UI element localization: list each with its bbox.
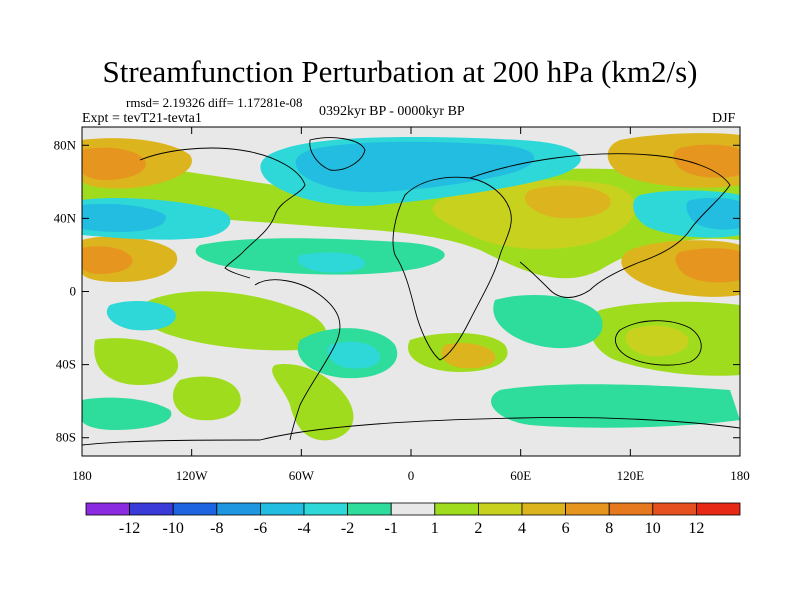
colorbar-label: -1 [385,520,398,537]
colorbar-label: -10 [163,520,184,537]
period-label: 0392kyr BP - 0000kyr BP [319,104,465,119]
contour-region-cyan-south-america-low [327,341,381,369]
contour-region-yellow-australia [625,325,689,357]
contour-region-orange-north-pacific [82,147,146,180]
coastline-north-america [139,147,306,279]
contour-region-yellow-eurasia-core [524,185,611,219]
colorbar-swatch [652,502,697,516]
x-tick-label: 0 [408,468,415,483]
colorbar-labels: -12 -10 -8 -6 -4 -2 -1 1 2 4 6 8 10 12 [119,520,704,537]
coastlines [82,137,740,446]
contour-region-blue-north-pacific [82,203,166,232]
season-label: DJF [712,111,736,126]
colorbar-label: 6 [562,520,570,537]
colorbar-label: 4 [518,520,526,537]
x-tick-label: 180 [72,468,92,483]
colorbar-swatch [216,502,261,516]
y-axis: 80N 40N 0 40S 80S [54,137,740,445]
colorbar-label: -12 [119,520,140,537]
coastline-greenland [309,137,366,171]
colorbar-swatch [434,502,479,516]
coastline-antarctica [259,417,740,441]
contour-region-orange-arctic-east [673,144,740,178]
colorbar-label: 8 [605,520,613,537]
contour-region-blue-northwest-pacific [686,197,740,230]
experiment-label: Expt = tevT21-tevta1 [82,111,202,126]
colorbar-label: -6 [254,520,267,537]
colorbar-swatch [259,502,305,516]
colorbar-swatch [565,502,610,516]
y-tick-label: 80S [56,430,76,445]
colorbar-swatch [172,502,218,516]
colorbar-swatch [608,502,654,516]
colorbar-label: -8 [210,520,223,537]
map-plot-area [82,127,740,456]
colorbar-boxes [85,502,741,516]
colorbar-swatch [390,502,436,516]
y-tick-label: 40S [56,357,76,372]
colorbar-label: 10 [645,520,661,537]
contour-region-yellow-south-africa [441,343,496,369]
contour-region-orange-west-pacific [675,248,740,283]
contour-region-cyan-atlantic [297,252,366,273]
colorbar-swatch [521,502,566,516]
contour-region-orange-subtropical-pacific [82,246,133,274]
contour-region-green-indian-ocean [493,295,603,349]
colorbar-label: -4 [297,520,310,537]
contour-region-green-southern-ocean [172,376,241,421]
x-axis: 180 120W 60W 0 60E 120E 180 [72,127,750,483]
contour-region-green-southern-ocean [491,384,740,428]
x-tick-label: 180 [730,468,750,483]
x-tick-label: 60W [289,468,315,483]
chart-title: Streamfunction Perturbation at 200 hPa (… [102,54,698,89]
x-tick-label: 120W [176,468,209,483]
y-tick-label: 40N [54,210,77,225]
x-tick-label: 60E [510,468,531,483]
contour-region-blue-arctic [295,141,535,193]
contour-region-green-tropics [139,291,327,351]
coastline-europe-africa [392,176,512,361]
colorbar-swatch [696,502,741,516]
coastline-australia [614,320,702,366]
colorbar-swatch [477,502,523,516]
y-tick-label: 0 [70,284,77,299]
colorbar-swatch [347,502,392,516]
y-tick-label: 80N [54,137,77,152]
colorbar-label: 1 [431,520,439,537]
coastline-antarctica-west [82,439,261,446]
contour-region-green-south-america [272,364,354,441]
contour-region-cyan-south-pacific [106,300,176,331]
colorbar-swatch [129,502,174,516]
coastline-south-america [254,279,341,441]
contour-region-green-south-pacific [94,338,179,385]
colorbar-label: -2 [341,520,354,537]
x-tick-label: 120E [617,468,645,483]
contour-region-green-southern-pacific-band [82,397,172,430]
colorbar-swatch [303,502,348,516]
colorbar-label: 2 [474,520,482,537]
coastline-asia [469,153,731,298]
rmsd-label: rmsd= 2.19326 diff= 1.17281e-08 [126,95,303,110]
colorbar-swatch [85,502,130,516]
colorbar-label: 12 [688,520,704,537]
